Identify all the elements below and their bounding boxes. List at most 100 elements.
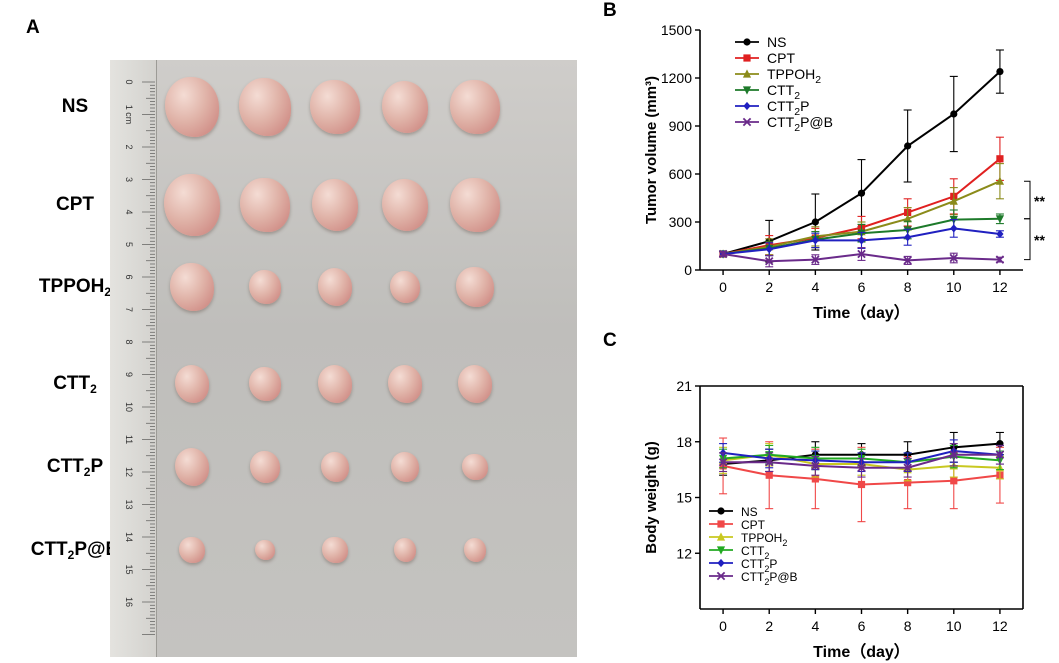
row-label-ctt2p-b: CTT2P@B (30, 539, 120, 562)
volume-chart-x-tick-label: 2 (765, 279, 773, 295)
tumor-sample (240, 177, 290, 233)
ruler-label: 8 (124, 339, 134, 344)
volume-chart-x-axis-label: Time（day） (813, 304, 910, 322)
row-label-ns: NS (61, 96, 89, 117)
data-point (995, 215, 1005, 224)
body-weight-chart: 12 15 18 21 0 2 4 6 8 10 12 Time（day） Body weight (g… (643, 378, 1024, 661)
weight-chart-x-tick-label: 10 (946, 618, 962, 634)
data-point (764, 256, 774, 266)
volume-chart-x-tick-label: 4 (811, 279, 819, 295)
data-point (904, 233, 912, 242)
volume-chart-y-tick-label: 0 (684, 262, 692, 278)
tumor-sample (179, 536, 205, 564)
legend-entry-cpt: CPT (767, 50, 795, 66)
data-point (995, 450, 1005, 459)
weight-chart-y-tick-label: 15 (676, 490, 692, 506)
ruler-label: 9 (124, 372, 134, 377)
legend-marker (742, 86, 752, 95)
weight-chart-x-tick-label: 4 (811, 618, 819, 634)
legend-marker (716, 571, 726, 581)
tumor-sample (250, 451, 280, 483)
volume-chart-y-axis-label: Tumor volume (mm³) (643, 76, 660, 224)
data-point (903, 463, 912, 473)
volume-chart-series-ctt2p-b (718, 247, 1005, 268)
legend-entry-ns: NS (767, 34, 786, 50)
weight-chart-x-tick-label: 2 (765, 618, 773, 634)
ruler-label: 4 (124, 209, 134, 214)
legend-marker (742, 69, 752, 78)
tumor-sample (456, 266, 494, 308)
ruler-label: 11 (124, 435, 134, 444)
ruler-label: 7 (124, 307, 134, 312)
tumor-sample (317, 268, 353, 306)
data-point (765, 471, 773, 479)
ruler-label: 14 (124, 532, 134, 542)
ruler: 0 1 cm 2 3 4 5 6 7 8 9 10 11 12 13 14 15 16 (110, 60, 157, 657)
ruler-label: 15 (124, 564, 134, 574)
ruler-label: 5 (124, 242, 134, 247)
data-point (857, 236, 866, 245)
legend-entry-ctt2p-b: CTT2P@B (741, 570, 798, 587)
ruler-label: 12 (124, 467, 134, 477)
data-point (811, 461, 820, 471)
tumor-sample (174, 448, 210, 486)
bracket-lower (1024, 218, 1031, 261)
tumor-sample (174, 365, 210, 403)
volume-chart-y-tick-label: 1200 (661, 70, 692, 86)
data-point (995, 255, 1005, 264)
significance-brackets: ** ** (1024, 180, 1045, 261)
legend-marker (742, 117, 752, 127)
legend-marker (743, 38, 751, 46)
panel-label-a: A (26, 17, 40, 38)
tumor-sample (321, 452, 349, 482)
row-label-ctt2p: CTT2P (46, 456, 104, 479)
tumor-sample (165, 77, 219, 137)
weight-chart-y-tick-label: 21 (676, 378, 692, 394)
data-point (857, 480, 866, 489)
legend-entry-cpt: CPT (741, 518, 766, 532)
data-point (950, 477, 958, 485)
ruler-label: 10 (124, 402, 134, 412)
tumor-sample (163, 173, 221, 237)
data-point (764, 457, 774, 467)
tumor-sample (248, 366, 282, 402)
data-point (950, 224, 958, 233)
data-point (903, 214, 912, 223)
tumor-sample (311, 179, 359, 231)
panel-label-b: B (603, 0, 617, 21)
data-point (996, 155, 1004, 163)
weight-chart-y-tick-label: 12 (676, 545, 692, 561)
legend-entry-ns: NS (741, 505, 758, 519)
legend-marker (717, 558, 725, 568)
data-point (949, 196, 958, 205)
tumor-sample (390, 271, 420, 303)
tumor-sample (393, 538, 417, 562)
weight-chart-x-tick-label: 6 (858, 618, 866, 634)
volume-chart-x-tick-label: 6 (858, 279, 866, 295)
tumor-sample (322, 536, 348, 564)
volume-chart-y-tick-label: 900 (669, 118, 693, 134)
weight-chart-x-tick-label: 0 (719, 618, 727, 634)
data-point (904, 142, 912, 150)
tumor-sample (317, 365, 353, 403)
data-point (811, 218, 819, 226)
ruler-label: 2 (124, 144, 134, 149)
legend-marker (717, 520, 725, 528)
legend-entry-ctt2p-b: CTT2P@B (767, 114, 833, 134)
volume-chart-y-tick-label: 300 (669, 214, 693, 230)
tumor-sample (248, 269, 282, 305)
data-point (765, 245, 773, 254)
volume-chart-x-tick-label: 0 (719, 279, 727, 295)
tumor-sample (387, 365, 423, 403)
data-point (996, 229, 1004, 239)
legend-entry-ctt2p: CTT2P (741, 557, 777, 574)
weight-chart-y-tick-label: 18 (676, 434, 692, 450)
legend-entry-tppoh2: TPPOH2 (741, 531, 787, 548)
tumor-sample (381, 81, 429, 133)
tumor-sample (391, 452, 419, 482)
legend-marker (743, 54, 751, 62)
ruler-label: 1 cm (124, 105, 134, 125)
